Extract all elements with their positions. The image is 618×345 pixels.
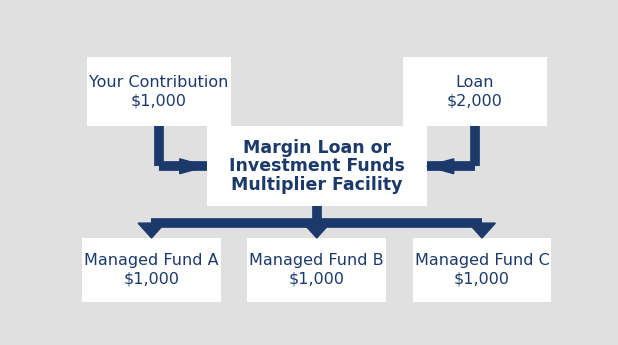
FancyBboxPatch shape: [413, 238, 551, 302]
Text: Margin Loan or: Margin Loan or: [243, 139, 391, 157]
Polygon shape: [468, 223, 496, 238]
Text: $1,000: $1,000: [454, 272, 510, 287]
Text: Multiplier Facility: Multiplier Facility: [231, 176, 402, 194]
Text: $1,000: $1,000: [124, 272, 179, 287]
Text: Loan: Loan: [455, 75, 494, 90]
Polygon shape: [427, 159, 454, 174]
Text: $1,000: $1,000: [130, 94, 187, 109]
Text: Your Contribution: Your Contribution: [89, 75, 229, 90]
Polygon shape: [180, 159, 206, 174]
Polygon shape: [303, 223, 330, 238]
FancyBboxPatch shape: [403, 57, 547, 126]
FancyBboxPatch shape: [87, 57, 231, 126]
Text: $2,000: $2,000: [447, 94, 502, 109]
Text: Investment Funds: Investment Funds: [229, 157, 405, 175]
FancyBboxPatch shape: [82, 238, 221, 302]
Text: Managed Fund B: Managed Fund B: [250, 253, 384, 268]
Polygon shape: [138, 223, 165, 238]
FancyBboxPatch shape: [247, 238, 386, 302]
Text: $1,000: $1,000: [289, 272, 345, 287]
FancyBboxPatch shape: [206, 126, 427, 206]
Text: Managed Fund C: Managed Fund C: [415, 253, 549, 268]
Text: Managed Fund A: Managed Fund A: [84, 253, 219, 268]
